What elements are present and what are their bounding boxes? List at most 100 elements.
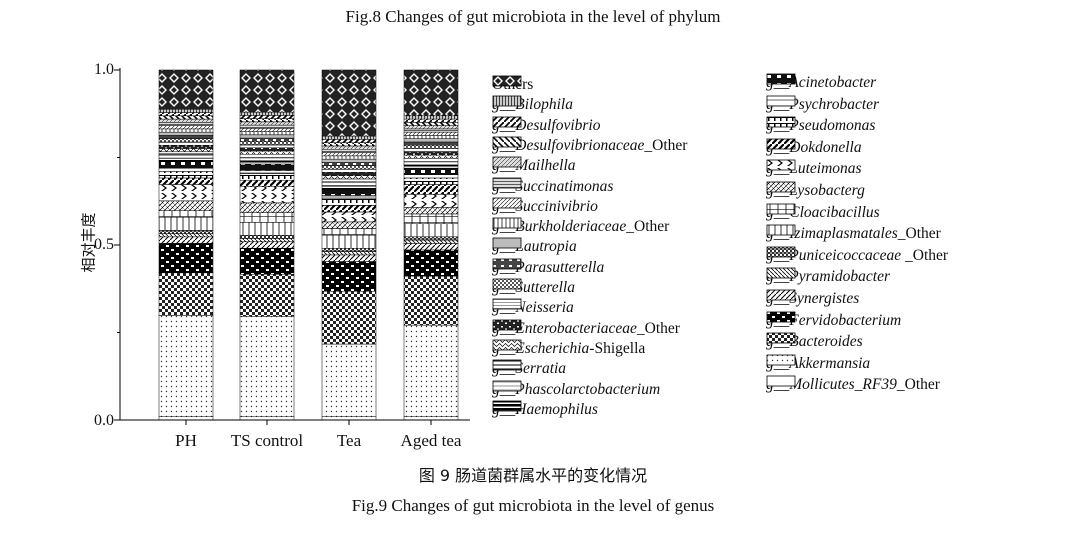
bar-segment [403, 151, 459, 156]
legend-label: Synergistes [789, 290, 860, 307]
legend-swatch [766, 116, 796, 128]
bar-segment [321, 198, 377, 206]
legend-suffix: _Other [901, 246, 949, 264]
legend-item: g__Succinivibrio [492, 197, 598, 217]
legend-label: Bilophila [515, 96, 573, 114]
bar-segment [158, 154, 214, 159]
legend-label: Mailhella [515, 157, 576, 175]
legend-label: Haemophilus [515, 400, 598, 418]
legend-swatch [492, 177, 522, 188]
bar-segment [321, 162, 377, 167]
bar-segment [321, 178, 377, 183]
legend-item: g__Phascolarctobacterium [492, 380, 660, 400]
bar-segment [158, 131, 214, 136]
legend-item: g__Escherichia-Shigella [492, 339, 645, 359]
bar-segment [403, 223, 459, 238]
bar-segment [158, 216, 214, 231]
bar-segment [403, 213, 459, 224]
legend-label: Phascolarctobacterium [515, 380, 661, 398]
bar-segment [403, 125, 459, 130]
legend-item: g__Enterobacteriaceae_Other [492, 319, 680, 339]
legend-swatch [492, 95, 522, 107]
bar-segment [403, 131, 459, 136]
bar-segment [321, 211, 377, 223]
bar-segment [239, 179, 295, 187]
legend-label: Fervidobacterium [789, 311, 902, 329]
bar-segment [403, 194, 459, 208]
legend-label: Serratia [515, 360, 567, 378]
legend-label: Sutterella [515, 279, 575, 296]
bar-segment [403, 158, 459, 162]
legend-label: Acinetobacter [789, 74, 877, 91]
bar-segment [321, 152, 377, 157]
bar-segment [403, 243, 459, 251]
legend-suffix: _Other [897, 225, 941, 243]
bar-segment [403, 164, 459, 169]
legend-swatch [492, 75, 522, 87]
bar-segment [403, 184, 459, 195]
legend-item: g__Haemophilus [492, 400, 598, 420]
bar-segment [239, 222, 295, 236]
legend-label: Succinatimonas [515, 177, 614, 195]
bar-segment [239, 128, 295, 132]
legend-item: g__Sutterella [492, 278, 575, 298]
bar-segment [158, 161, 214, 169]
bar-segment [403, 148, 459, 153]
bar-segment [321, 182, 377, 186]
bar-segment [239, 115, 295, 119]
bar-segment [239, 212, 295, 223]
legend-label: Luteimonas [789, 160, 862, 178]
legend-label: Dokdonella [789, 138, 862, 156]
legend-suffix: _Other [636, 319, 680, 337]
bar-segment [239, 134, 295, 139]
legend-label: Desulfovibrionaceae [515, 136, 645, 154]
legend-item: g__Parasutterella [492, 258, 604, 278]
bar-segment [239, 235, 295, 239]
bar-segment [403, 144, 459, 149]
bar-segment [239, 121, 295, 126]
bar-segment [321, 261, 377, 292]
bar-segment [403, 122, 459, 126]
bar-segment [321, 148, 377, 153]
legend-label: Pseudomonas [789, 117, 876, 135]
legend-item: g__Serratia [492, 359, 566, 379]
bar-segment [403, 115, 459, 120]
legend-label: Escherichia [515, 339, 590, 357]
bar-segment [239, 247, 295, 275]
bar-segment [158, 109, 214, 113]
legend-item: g__Bilophila [492, 95, 573, 115]
bar-segment [403, 154, 459, 159]
legend-item: g__Mollicutes_RF39_Other [766, 375, 940, 395]
legend-item: g__Izimaplasmatales_Other [766, 224, 941, 244]
legend-label: Mollicutes_RF39 [789, 376, 897, 394]
legend-label: Pyramidobacter [789, 268, 890, 286]
legend-swatch [492, 217, 522, 229]
legend-label: Desulfovibrio [515, 116, 601, 134]
legend-item: g__Dokdonella [766, 138, 862, 158]
legend-item: g__Cloacibacillus [766, 203, 880, 223]
bar-segment [158, 200, 214, 211]
bar-segment [158, 177, 214, 185]
x-tick-label: Aged tea [400, 431, 462, 450]
legend-swatch [766, 267, 796, 279]
bar-segment [158, 158, 214, 162]
legend-swatch [492, 156, 522, 168]
y-tick-label: 1.0 [94, 61, 114, 78]
bar-segment [158, 233, 214, 238]
bar-segment [158, 184, 214, 202]
legend-swatch [766, 224, 796, 236]
legend-item: g__Lautropia [492, 237, 577, 257]
bar-segment [403, 239, 459, 244]
legend-swatch [492, 298, 522, 310]
legend-label: Izimaplasmatales [789, 225, 898, 243]
x-tick-label: TS control [230, 431, 304, 450]
bar-segment [403, 207, 459, 215]
bar-segment [321, 343, 377, 417]
bar-segment [158, 144, 214, 149]
legend-swatch [766, 311, 796, 322]
bar-segment [321, 165, 377, 170]
bar-segment [403, 118, 459, 123]
bar-segment [239, 118, 295, 123]
figure-9-caption-chinese: 图 9 肠道菌群属水平的变化情况 [418, 466, 648, 485]
bar-segment [239, 173, 295, 181]
